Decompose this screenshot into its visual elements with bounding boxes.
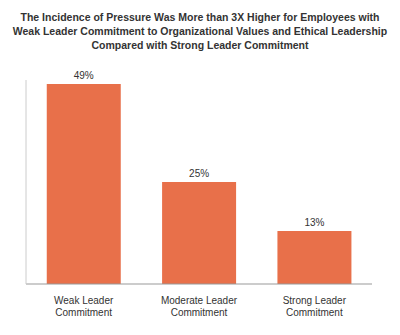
- html-text:The Incidence of Pressure Was: The Incidence of Pressure Was More than …: [12, 11, 388, 51]
- svg-text:49%: 49%: [74, 70, 94, 81]
- svg-text:Strong LeaderCommitment: Strong LeaderCommitment: [283, 295, 347, 318]
- svg-text:Weak LeaderCommitment: Weak LeaderCommitment: [54, 295, 114, 318]
- svg-text:13%: 13%: [304, 217, 324, 228]
- svg-text:Moderate LeaderCommitment: Moderate LeaderCommitment: [161, 295, 238, 318]
- svg-text:25%: 25%: [189, 168, 209, 179]
